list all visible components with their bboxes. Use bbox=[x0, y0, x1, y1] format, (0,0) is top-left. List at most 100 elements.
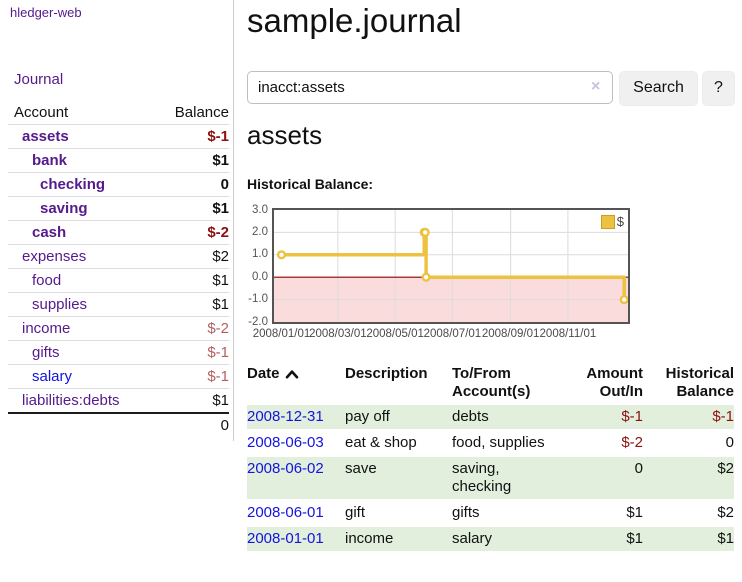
account-link-food[interactable]: food bbox=[8, 268, 148, 293]
x-tick-label: 2008/09/01 bbox=[481, 328, 540, 340]
transaction-balance: 0 bbox=[725, 434, 734, 451]
register-row: 2008-06-03 eat & shop food, supplies $-2… bbox=[247, 431, 734, 455]
register-header-description: Description bbox=[345, 365, 428, 382]
transaction-accounts: food, supplies bbox=[452, 434, 545, 451]
accounts-header-row: Account Balance bbox=[8, 100, 229, 125]
search-button[interactable]: Search bbox=[619, 71, 698, 106]
account-balance: $-2 bbox=[148, 316, 229, 341]
account-balance: $1 bbox=[148, 292, 229, 317]
search-input[interactable] bbox=[247, 71, 613, 104]
transaction-date-link[interactable]: 2008-12-31 bbox=[247, 408, 324, 425]
account-link-liabilities-debts[interactable]: liabilities:debts bbox=[8, 388, 148, 413]
account-balance: $1 bbox=[148, 196, 229, 221]
accounts-table: Account Balance assets $-1 bank $1 check… bbox=[8, 100, 229, 437]
register-row: 2008-12-31 pay off debts $-1 $-1 bbox=[247, 405, 734, 429]
chart-legend: $ bbox=[599, 213, 625, 230]
account-balance: $1 bbox=[148, 268, 229, 293]
transaction-date-link[interactable]: 2008-06-01 bbox=[247, 504, 324, 521]
register-header-balance: Historical Balance bbox=[665, 365, 734, 400]
account-row: saving $1 bbox=[8, 196, 229, 221]
chart-heading: Historical Balance: bbox=[247, 176, 374, 192]
account-link-salary[interactable]: salary bbox=[8, 364, 148, 389]
account-link-bank[interactable]: bank bbox=[8, 148, 148, 173]
account-link-saving[interactable]: saving bbox=[8, 196, 148, 221]
transaction-amount: $1 bbox=[562, 527, 643, 551]
transaction-accounts: saving, checking bbox=[452, 457, 562, 499]
register-row: 2008-01-01 income salary $1 $1 bbox=[247, 527, 734, 551]
transaction-balance: $1 bbox=[643, 527, 734, 551]
transaction-balance: $2 bbox=[717, 504, 734, 521]
main-content: sample.journal × Search ? assets Histori… bbox=[247, 0, 742, 582]
account-link-checking[interactable]: checking bbox=[8, 172, 148, 197]
transaction-description: pay off bbox=[345, 405, 452, 429]
register-header-amount: Amount Out/In bbox=[586, 365, 643, 400]
transaction-amount: $-2 bbox=[621, 434, 643, 451]
account-link-income[interactable]: income bbox=[8, 316, 148, 341]
register-header-date-label: Date bbox=[247, 365, 280, 382]
y-tick-label: 0.0 bbox=[252, 270, 268, 283]
register-header-date[interactable]: Date bbox=[247, 363, 345, 403]
account-row: food $1 bbox=[8, 268, 229, 293]
transaction-accounts: debts bbox=[452, 405, 562, 429]
transaction-date-link[interactable]: 2008-06-03 bbox=[247, 434, 324, 451]
account-link-supplies[interactable]: supplies bbox=[8, 292, 148, 317]
transaction-date-link[interactable]: 2008-01-01 bbox=[247, 530, 324, 547]
account-link-cash[interactable]: cash bbox=[8, 220, 148, 245]
transaction-balance: $2 bbox=[643, 457, 734, 499]
x-tick-label: 2008/01/01 bbox=[252, 328, 311, 340]
help-button[interactable]: ? bbox=[702, 71, 735, 106]
legend-swatch bbox=[600, 214, 615, 229]
account-row: income $-2 bbox=[8, 316, 229, 341]
register-row: 2008-06-01 gift gifts $1 $2 bbox=[247, 501, 734, 525]
historical-balance-chart: $ 3.0 2.0 1.0 0.0 -1.0 -2.0 2008/01/01 2008/03/… bbox=[246, 203, 696, 348]
page-title: sample.journal bbox=[247, 2, 462, 39]
sort-ascending-icon bbox=[285, 370, 298, 379]
account-link-expenses[interactable]: expenses bbox=[8, 244, 148, 269]
register-row: 2008-06-02 save saving, checking 0 $2 bbox=[247, 457, 734, 499]
account-row: cash $-2 bbox=[8, 220, 229, 245]
register-header-accounts: To/From Account(s) bbox=[452, 365, 531, 400]
account-balance: $2 bbox=[148, 244, 229, 269]
chart-plot-area: $ bbox=[272, 208, 630, 324]
transaction-description: income bbox=[345, 527, 452, 551]
balance-chart-svg bbox=[274, 210, 628, 322]
account-balance: $-2 bbox=[148, 220, 229, 245]
accounts-total-row: 0 bbox=[8, 412, 229, 437]
account-row: expenses $2 bbox=[8, 244, 229, 269]
transaction-amount: $1 bbox=[626, 504, 643, 521]
account-heading: assets bbox=[247, 120, 323, 150]
transaction-balance: $-1 bbox=[643, 405, 734, 429]
account-balance: 0 bbox=[148, 172, 229, 197]
transaction-description: eat & shop bbox=[345, 434, 417, 451]
transaction-accounts: salary bbox=[452, 527, 562, 551]
account-row: checking 0 bbox=[8, 172, 229, 197]
register-table: Date Description To/From Account(s) Amou… bbox=[247, 361, 734, 553]
brand-link[interactable]: hledger-web bbox=[10, 5, 82, 20]
sidebar: hledger-web Journal Account Balance asse… bbox=[0, 0, 234, 441]
clear-search-icon[interactable]: × bbox=[591, 78, 601, 95]
y-tick-label: 2.0 bbox=[252, 225, 268, 238]
accounts-total-value: 0 bbox=[148, 412, 229, 437]
y-tick-label: 3.0 bbox=[252, 203, 268, 216]
account-balance: $-1 bbox=[148, 340, 229, 365]
accounts-header-account: Account bbox=[14, 104, 69, 121]
x-tick-label: 2008/07/01 bbox=[423, 328, 482, 340]
accounts-header-balance: Balance bbox=[174, 104, 229, 121]
transaction-description: gift bbox=[345, 504, 366, 521]
y-tick-label: 1.0 bbox=[252, 248, 268, 261]
account-balance: $-1 bbox=[148, 364, 229, 389]
account-balance: $1 bbox=[148, 388, 229, 413]
y-tick-label: -1.0 bbox=[248, 293, 268, 306]
transaction-description: save bbox=[345, 457, 452, 499]
x-tick-label: 2008/11/01 bbox=[539, 328, 597, 340]
account-link-gifts[interactable]: gifts bbox=[8, 340, 148, 365]
account-balance: $-1 bbox=[148, 124, 229, 149]
transaction-date-link[interactable]: 2008-06-02 bbox=[247, 460, 324, 477]
account-link-assets[interactable]: assets bbox=[8, 124, 148, 149]
account-row: assets $-1 bbox=[8, 124, 229, 149]
account-row: liabilities:debts $1 bbox=[8, 388, 229, 413]
transaction-amount: $-1 bbox=[562, 405, 643, 429]
sidebar-item-journal[interactable]: Journal bbox=[14, 71, 64, 88]
account-row: bank $1 bbox=[8, 148, 229, 173]
